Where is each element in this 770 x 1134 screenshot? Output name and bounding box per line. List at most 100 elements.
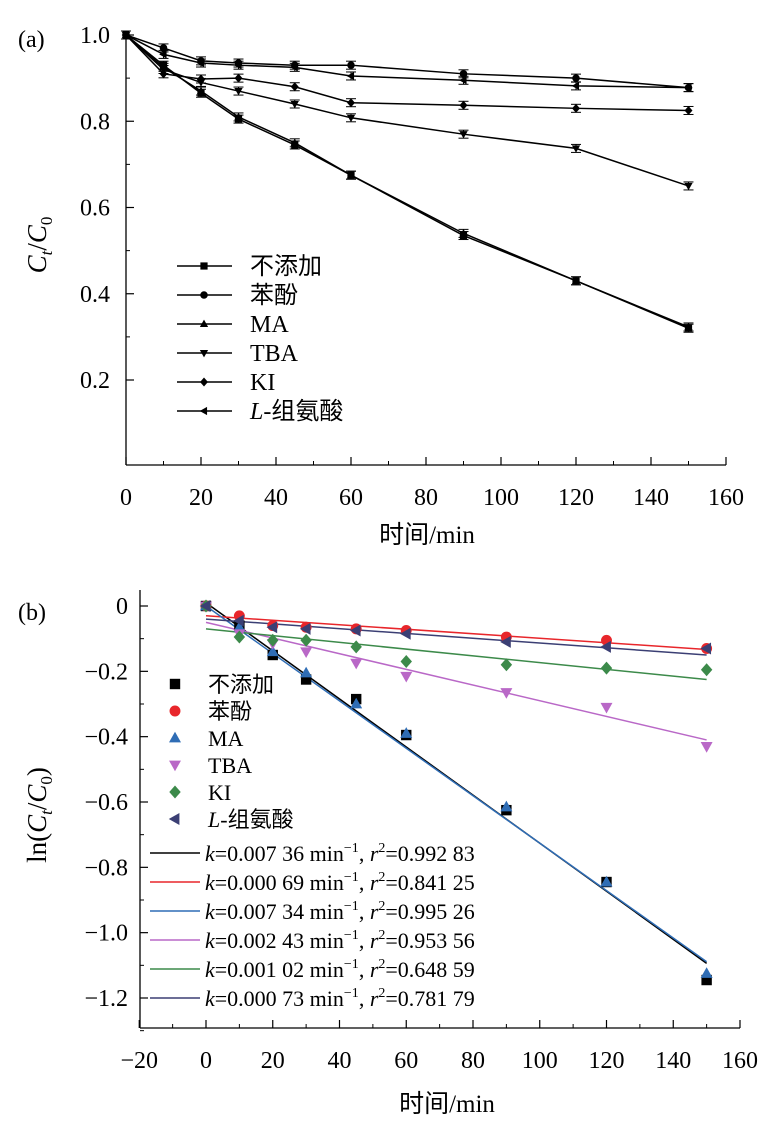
panel-b-legend-marker xyxy=(168,813,180,825)
panel-a-data-point xyxy=(346,170,356,179)
panel-b-y-tick-label: −1.2 xyxy=(84,986,128,1012)
panel-a-x-tick-label: 140 xyxy=(633,485,669,511)
panel-a-data-point xyxy=(459,229,468,237)
panel-a-data-point xyxy=(572,103,580,113)
panel-a-data-point xyxy=(684,105,693,115)
panel-a-data-point xyxy=(196,58,205,68)
panel-a-data-point xyxy=(571,276,581,284)
panel-b-legend-label: TBA xyxy=(208,753,252,778)
panel-a-data-point xyxy=(234,88,243,96)
panel-b-data-point xyxy=(600,661,613,675)
panel-a-series-line xyxy=(125,34,689,187)
panel-a-x-tick-label: 100 xyxy=(483,485,519,511)
panel-b-data-point xyxy=(300,666,313,678)
panel-b-y-tick-label: −0.6 xyxy=(84,790,128,816)
panel-a-data-point xyxy=(572,74,580,82)
panel-a-legend-marker xyxy=(199,319,209,328)
panel-b-data-point xyxy=(233,630,246,644)
panel-b-fit-line xyxy=(205,628,707,681)
panel-a-data-point xyxy=(459,131,468,139)
panel-b-data-point xyxy=(300,633,312,647)
panel-b-x-tick-label: 140 xyxy=(655,1048,691,1074)
panel-a-x-tick-label: 120 xyxy=(558,485,594,511)
panel-b-fit-lines xyxy=(205,602,708,964)
panel-a-legend-label: MA xyxy=(250,312,289,338)
panel-b-y-tick-label: −0.4 xyxy=(84,725,128,751)
panel-b-data-point xyxy=(233,620,246,632)
panel-a-data-point xyxy=(290,63,298,72)
panel-b-fit-line xyxy=(205,605,708,963)
panel-a-y-tick-label: 0.6 xyxy=(80,196,110,222)
panel-b-data-point xyxy=(400,727,413,738)
panel-a-data-point xyxy=(121,30,130,40)
panel-a-legend-marker xyxy=(200,377,208,387)
panel-b-data-point xyxy=(233,614,244,627)
panel-a-axes: 0 20 40 60 80 100 120 140 160 0.2 0.4 0.6 0.8 1.0 xyxy=(80,23,744,511)
panel-b-data-point xyxy=(199,600,211,612)
panel-a-data-point xyxy=(347,61,355,69)
panel-a-legend-marker xyxy=(199,406,208,416)
panel-b-fit-legend-label: k=0.007 34 min−1, r2=0.995 26 xyxy=(205,899,475,924)
panel-b-data-point xyxy=(400,655,412,669)
panel-b-x-tick-label: 0 xyxy=(200,1048,212,1074)
panel-b-legend-label: L-组氨酸 xyxy=(207,807,294,832)
panel-a-x-tick-label: 20 xyxy=(189,485,213,511)
panel-a-x-axis-label: 时间/min xyxy=(379,521,475,549)
panel-b-fit-line xyxy=(205,615,707,651)
panel-a-data-point xyxy=(684,83,692,92)
panel-a-data-point xyxy=(234,73,243,83)
panel-a-x-tick-label: 0 xyxy=(120,485,132,511)
panel-a-data-point xyxy=(290,100,299,109)
panel-b-data-point xyxy=(700,663,713,677)
panel-b-y-tick-label: −1.0 xyxy=(84,921,128,947)
panel-b-legend-label: 不添加 xyxy=(208,672,274,697)
panel-a-data-points xyxy=(121,30,694,333)
panel-b-y-tick-label: −0.2 xyxy=(84,659,128,685)
panel-a-y-axis-label: Ct/C0 xyxy=(22,217,56,274)
panel-a-data-point xyxy=(159,69,168,79)
panel-b-data-point xyxy=(500,635,511,648)
panel-a-data-point xyxy=(196,86,206,95)
panel-b-data-point xyxy=(600,702,613,714)
panel-a-data-point xyxy=(234,112,243,120)
panel-b-x-tick-label: 120 xyxy=(589,1048,625,1074)
panel-b-legend-marker xyxy=(169,678,181,690)
panel-b-fit-legend-label: k=0.000 69 min−1, r2=0.841 25 xyxy=(205,870,475,895)
panel-a-label: (a) xyxy=(18,27,45,53)
panel-b: (b) ln(Ct/C0) 时间/min −20 0 20 40 60 80 100 120 1… xyxy=(18,590,758,1118)
panel-a-data-point xyxy=(346,71,355,81)
panel-b-data-point xyxy=(350,697,363,709)
panel-a-data-point xyxy=(290,138,299,146)
panel-b-legend-marker xyxy=(169,731,181,743)
panel-b-data-point xyxy=(500,688,513,699)
panel-b-data-point xyxy=(267,633,279,647)
panel-b-legend-marker xyxy=(169,705,181,717)
panel-b-y-tick-label: −0.8 xyxy=(84,855,128,881)
panel-b-y-tick-label: 0 xyxy=(116,594,128,620)
panel-b-data-point xyxy=(266,645,279,657)
panel-a-series-lines xyxy=(125,34,689,329)
panel-a-data-point xyxy=(290,82,299,92)
panel-a: (a) Ct/C0 时间/min 0 20 40 60 80 100 120 140 160 0.… xyxy=(18,23,744,549)
panel-b-data-point xyxy=(300,674,312,685)
panel-b-legend-marker xyxy=(169,760,181,772)
panel-b-data-point xyxy=(700,742,713,753)
panel-a-x-tick-label: 160 xyxy=(708,485,744,511)
panel-b-legend-label: 苯酚 xyxy=(208,699,252,724)
panel-b-y-axis-label: ln(Ct/C0) xyxy=(22,767,56,863)
panel-b-label: (b) xyxy=(18,600,46,626)
panel-b-x-tick-label: 40 xyxy=(328,1048,352,1074)
panel-b-data-point xyxy=(266,621,278,634)
panel-a-x-tick-label: 60 xyxy=(339,485,363,511)
panel-a-data-point xyxy=(684,322,693,331)
panel-b-fit-line xyxy=(205,621,707,741)
panel-a-data-point xyxy=(347,98,355,108)
panel-a-data-point xyxy=(459,76,467,85)
panel-a-data-point xyxy=(234,61,242,70)
panel-a-legend-marker xyxy=(200,262,208,270)
panel-a-y-tick-label: 0.8 xyxy=(80,109,110,135)
panel-b-legend-marker xyxy=(169,785,181,799)
panel-b-data-point xyxy=(700,967,713,978)
